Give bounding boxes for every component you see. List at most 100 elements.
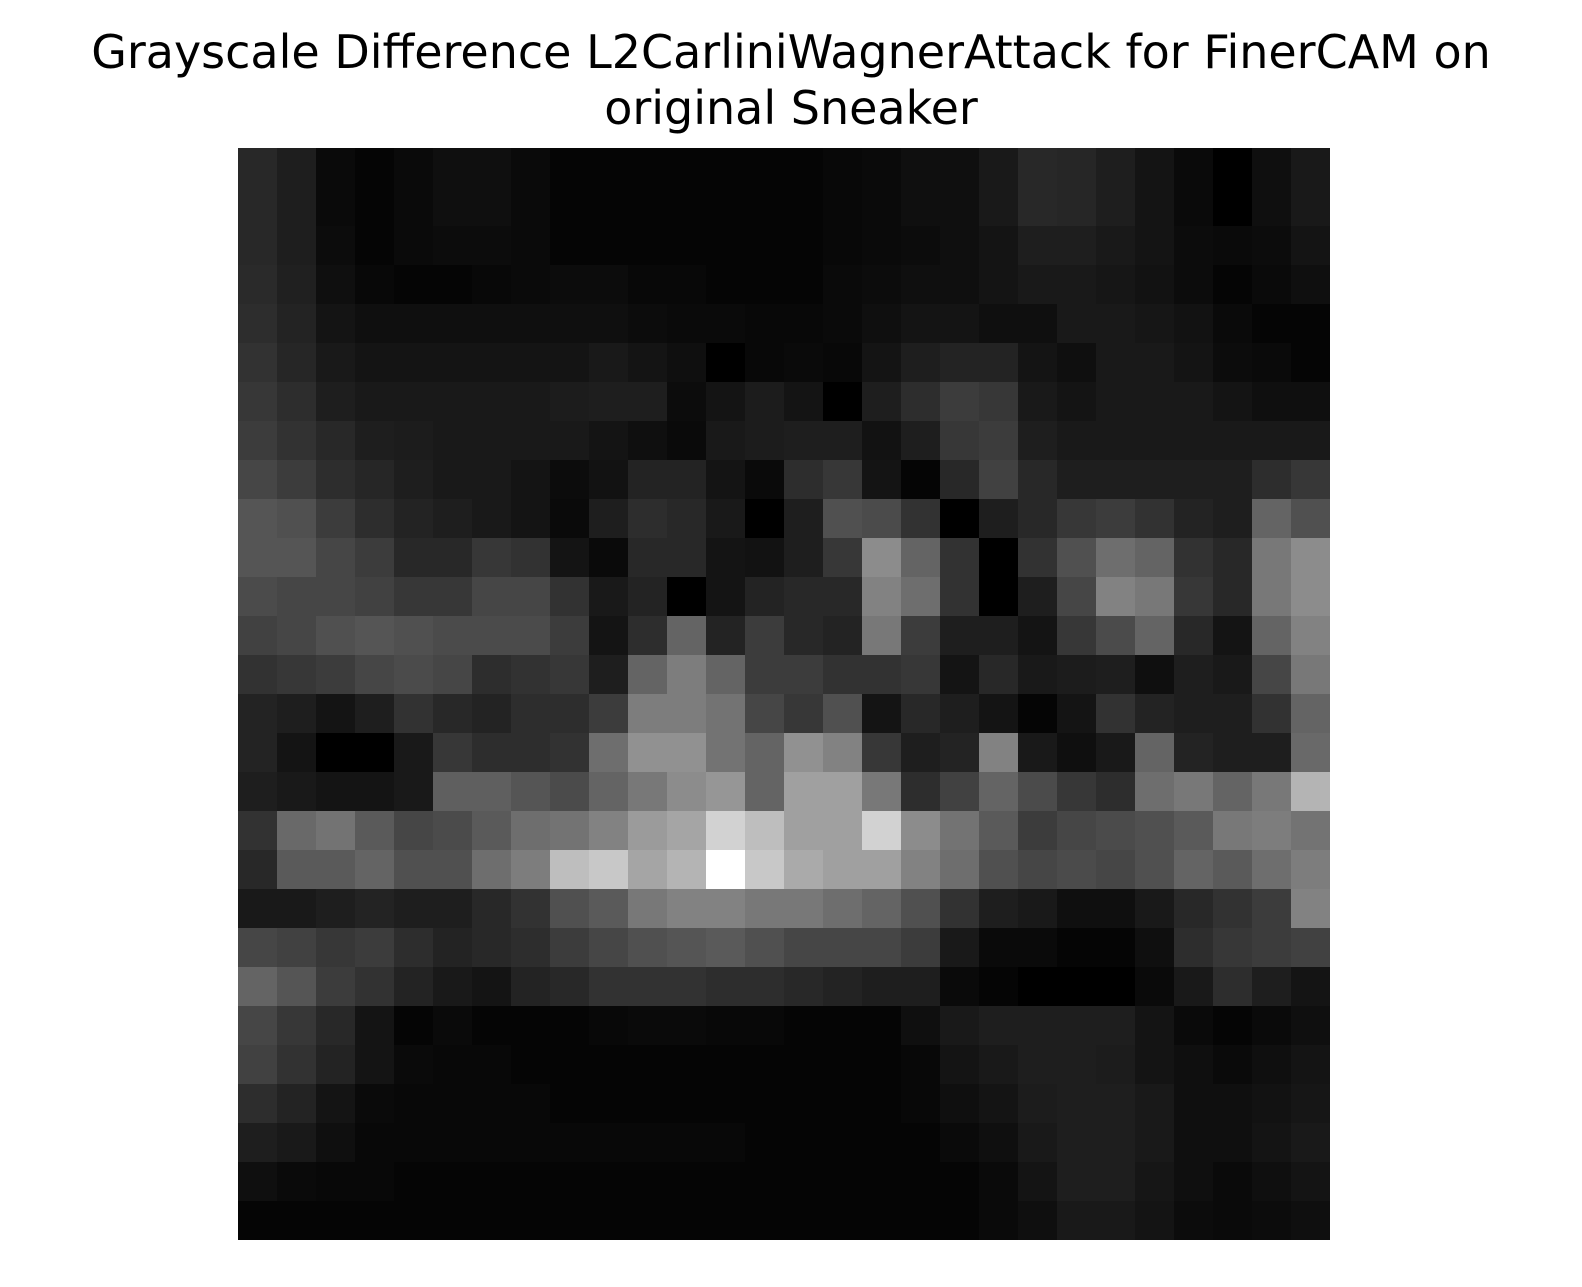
heatmap-cell-r14-c22 <box>1096 694 1136 734</box>
heatmap-cell-r5-c12 <box>706 343 746 383</box>
heatmap-cell-r7-c15 <box>823 421 863 461</box>
heatmap-cell-r22-c9 <box>589 1006 629 1046</box>
heatmap-cell-r26-c7 <box>511 1162 551 1202</box>
heatmap-cell-r23-c10 <box>628 1045 668 1085</box>
heatmap-cell-r27-c21 <box>1057 1201 1097 1240</box>
heatmap-cell-r23-c2 <box>316 1045 356 1085</box>
heatmap-cell-r21-c16 <box>862 967 902 1007</box>
heatmap-cell-r16-c0 <box>238 772 278 812</box>
heatmap-cell-r19-c24 <box>1174 889 1214 929</box>
heatmap-cell-r6-c12 <box>706 382 746 422</box>
heatmap-cell-r19-c16 <box>862 889 902 929</box>
heatmap-cell-r25-c19 <box>979 1123 1019 1163</box>
heatmap-cell-r5-c21 <box>1057 343 1097 383</box>
heatmap-cell-r17-c23 <box>1135 811 1175 851</box>
heatmap-cell-r14-c27 <box>1291 694 1330 734</box>
heatmap-cell-r2-c5 <box>433 226 473 266</box>
heatmap-cell-r24-c10 <box>628 1084 668 1124</box>
heatmap-cell-r4-c11 <box>667 304 707 344</box>
heatmap-cell-r1-c22 <box>1096 187 1136 227</box>
heatmap-cell-r10-c7 <box>511 538 551 578</box>
heatmap-cell-r15-c7 <box>511 733 551 773</box>
heatmap-cell-r1-c18 <box>940 187 980 227</box>
heatmap-cell-r6-c19 <box>979 382 1019 422</box>
chart-title-line-2: original Sneaker <box>604 81 978 135</box>
heatmap-cell-r10-c18 <box>940 538 980 578</box>
heatmap-cell-r1-c16 <box>862 187 902 227</box>
heatmap-cell-r0-c23 <box>1135 148 1175 188</box>
heatmap-cell-r26-c9 <box>589 1162 629 1202</box>
heatmap-cell-r9-c22 <box>1096 499 1136 539</box>
heatmap-cell-r11-c24 <box>1174 577 1214 617</box>
heatmap-cell-r21-c11 <box>667 967 707 1007</box>
heatmap-cell-r7-c2 <box>316 421 356 461</box>
heatmap-cell-r17-c7 <box>511 811 551 851</box>
heatmap-cell-r16-c11 <box>667 772 707 812</box>
heatmap-cell-r15-c27 <box>1291 733 1330 773</box>
heatmap-cell-r1-c20 <box>1018 187 1058 227</box>
heatmap-cell-r20-c21 <box>1057 928 1097 968</box>
heatmap-cell-r24-c1 <box>277 1084 317 1124</box>
heatmap-cell-r0-c3 <box>355 148 395 188</box>
heatmap-cell-r1-c17 <box>901 187 941 227</box>
heatmap-cell-r1-c11 <box>667 187 707 227</box>
heatmap-cell-r5-c9 <box>589 343 629 383</box>
heatmap-cell-r0-c10 <box>628 148 668 188</box>
heatmap-cell-r15-c13 <box>745 733 785 773</box>
heatmap-cell-r26-c27 <box>1291 1162 1330 1202</box>
heatmap-cell-r22-c13 <box>745 1006 785 1046</box>
heatmap-cell-r17-c3 <box>355 811 395 851</box>
heatmap-cell-r23-c0 <box>238 1045 278 1085</box>
heatmap-cell-r11-c1 <box>277 577 317 617</box>
heatmap-cell-r25-c4 <box>394 1123 434 1163</box>
heatmap-cell-r0-c7 <box>511 148 551 188</box>
heatmap-cell-r22-c1 <box>277 1006 317 1046</box>
heatmap-cell-r19-c15 <box>823 889 863 929</box>
heatmap-cell-r17-c13 <box>745 811 785 851</box>
heatmap-cell-r25-c13 <box>745 1123 785 1163</box>
heatmap-cell-r0-c2 <box>316 148 356 188</box>
heatmap-cell-r17-c2 <box>316 811 356 851</box>
heatmap-cell-r26-c17 <box>901 1162 941 1202</box>
heatmap-cell-r10-c5 <box>433 538 473 578</box>
heatmap-cell-r26-c5 <box>433 1162 473 1202</box>
heatmap-cell-r9-c15 <box>823 499 863 539</box>
heatmap-cell-r27-c10 <box>628 1201 668 1240</box>
heatmap-cell-r1-c9 <box>589 187 629 227</box>
heatmap-cell-r14-c15 <box>823 694 863 734</box>
heatmap-cell-r25-c0 <box>238 1123 278 1163</box>
heatmap-cell-r24-c17 <box>901 1084 941 1124</box>
heatmap-cell-r18-c9 <box>589 850 629 890</box>
heatmap-cell-r3-c10 <box>628 265 668 305</box>
heatmap-cell-r21-c8 <box>550 967 590 1007</box>
heatmap-cell-r11-c12 <box>706 577 746 617</box>
heatmap-cell-r19-c10 <box>628 889 668 929</box>
heatmap-cell-r27-c11 <box>667 1201 707 1240</box>
heatmap-cell-r17-c8 <box>550 811 590 851</box>
heatmap-cell-r19-c6 <box>472 889 512 929</box>
heatmap-cell-r6-c15 <box>823 382 863 422</box>
heatmap-cell-r19-c17 <box>901 889 941 929</box>
heatmap-cell-r23-c15 <box>823 1045 863 1085</box>
heatmap-cell-r23-c3 <box>355 1045 395 1085</box>
heatmap-cell-r6-c11 <box>667 382 707 422</box>
heatmap-cell-r8-c24 <box>1174 460 1214 500</box>
heatmap-cell-r3-c5 <box>433 265 473 305</box>
heatmap-cell-r20-c22 <box>1096 928 1136 968</box>
heatmap-cell-r2-c16 <box>862 226 902 266</box>
heatmap-cell-r0-c14 <box>784 148 824 188</box>
heatmap-cell-r15-c6 <box>472 733 512 773</box>
heatmap-cell-r27-c26 <box>1252 1201 1292 1240</box>
heatmap-cell-r20-c9 <box>589 928 629 968</box>
heatmap-cell-r7-c13 <box>745 421 785 461</box>
heatmap-cell-r6-c24 <box>1174 382 1214 422</box>
heatmap-cell-r8-c7 <box>511 460 551 500</box>
heatmap-cell-r24-c2 <box>316 1084 356 1124</box>
heatmap-cell-r27-c27 <box>1291 1201 1330 1240</box>
heatmap-cell-r14-c8 <box>550 694 590 734</box>
heatmap-cell-r26-c2 <box>316 1162 356 1202</box>
heatmap-cell-r0-c17 <box>901 148 941 188</box>
heatmap-cell-r9-c27 <box>1291 499 1330 539</box>
heatmap-cell-r24-c27 <box>1291 1084 1330 1124</box>
heatmap-cell-r11-c14 <box>784 577 824 617</box>
